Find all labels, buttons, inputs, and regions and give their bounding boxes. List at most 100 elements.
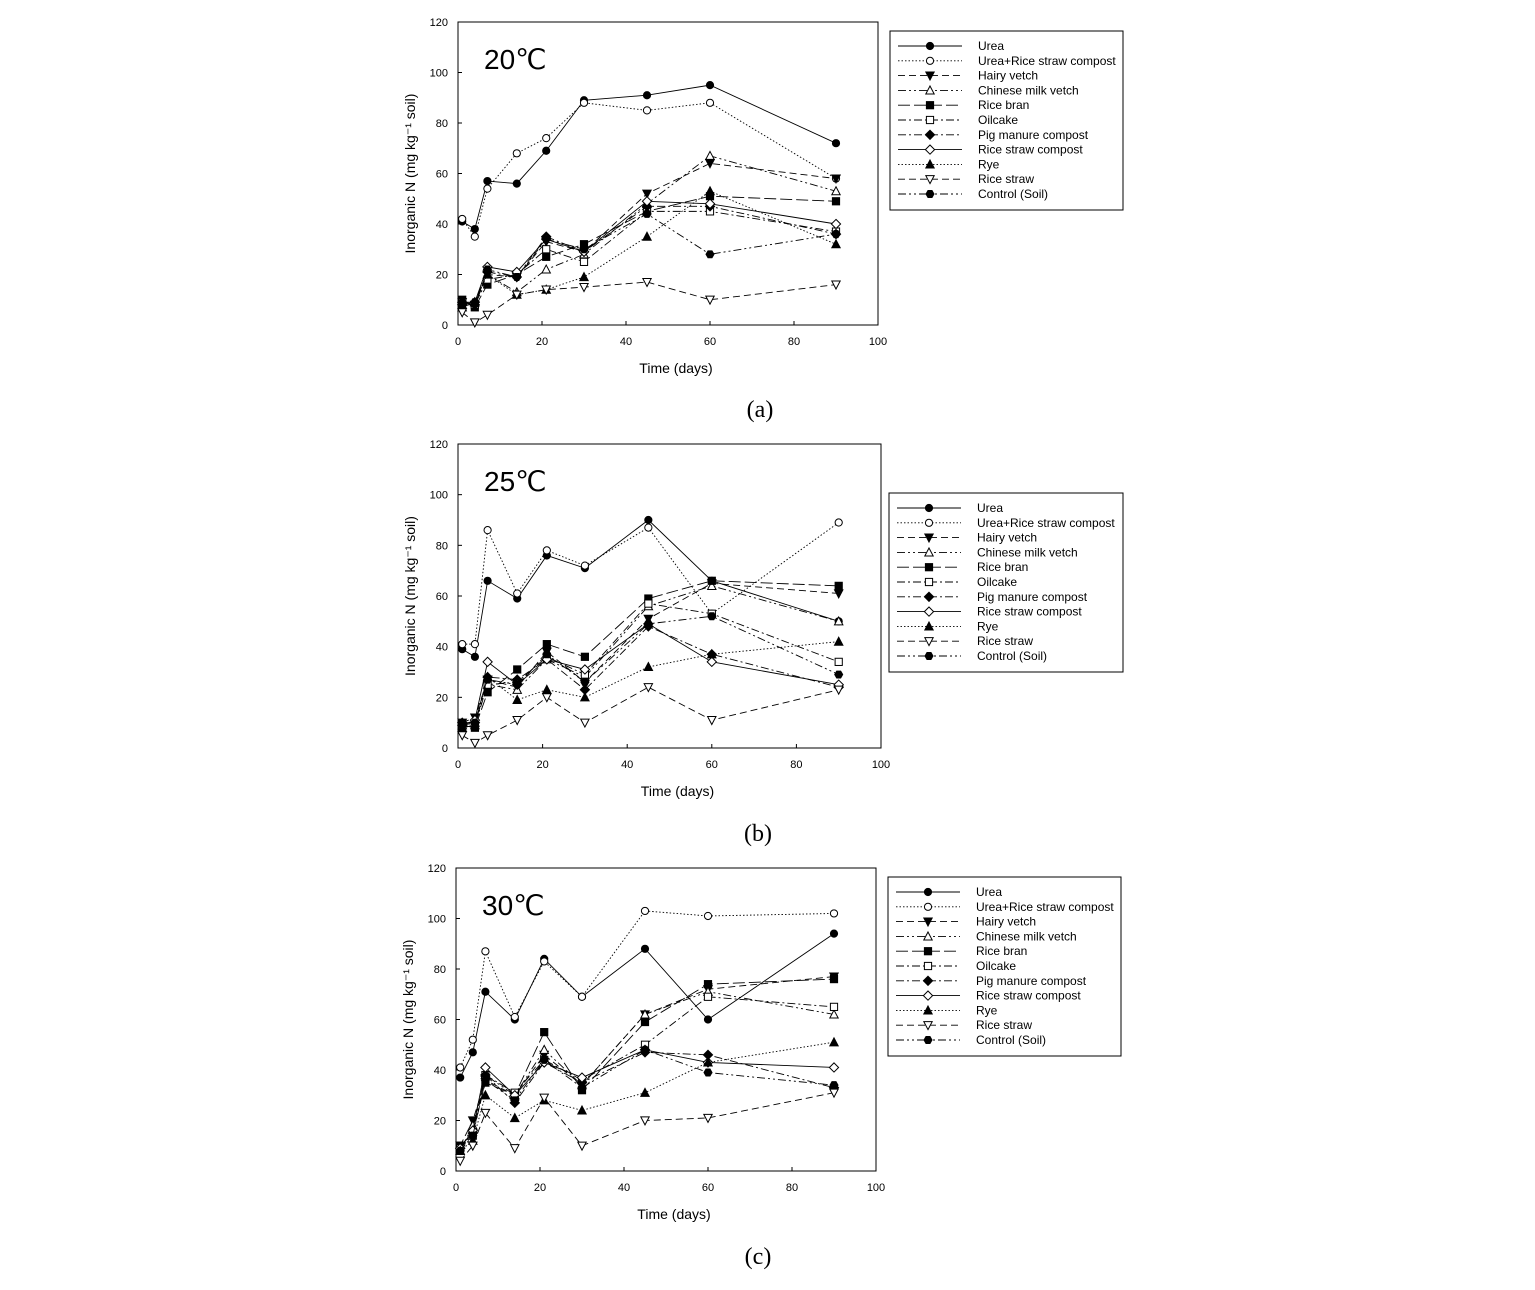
x-tick-label: 0 (455, 759, 461, 771)
legend-marker (924, 503, 934, 513)
data-point (642, 209, 652, 218)
y-axis-label: Inorganic N (mg kg⁻¹ soil) (400, 940, 416, 1100)
data-point (482, 656, 493, 668)
data-point (541, 684, 552, 694)
x-tick-label: 20 (536, 336, 548, 348)
legend-marker (922, 930, 934, 941)
series-line (462, 210, 837, 306)
legend-marker (924, 144, 936, 155)
data-point (469, 738, 480, 749)
data-point (580, 652, 589, 661)
y-tick-label: 40 (436, 219, 448, 231)
data-point (706, 716, 717, 726)
data-point (513, 665, 522, 674)
data-point (703, 980, 713, 989)
data-point (541, 235, 551, 244)
series-line (459, 933, 835, 1078)
data-point (480, 1062, 491, 1073)
data-point (480, 1076, 490, 1085)
legend-label: Rice straw (977, 634, 1033, 648)
data-point (512, 694, 523, 704)
data-point (455, 1156, 466, 1167)
series-9 (457, 277, 842, 328)
y-tick-label: 20 (434, 1116, 446, 1128)
data-point (482, 310, 493, 321)
data-point (644, 515, 653, 525)
y-tick-label: 40 (434, 1065, 446, 1077)
x-tick-label: 100 (872, 759, 890, 771)
data-point (579, 257, 589, 266)
data-point (705, 81, 715, 90)
legend-label: Control (Soil) (977, 649, 1047, 663)
data-point (512, 680, 522, 689)
data-point (641, 195, 653, 207)
chart-panel-2: 0 20 40 60 80 100 0 20 40 60 80 100 120 Time (days) In… (400, 863, 1122, 1270)
data-point (706, 580, 717, 590)
legend-label: Rice straw compost (977, 605, 1082, 619)
y-tick-label: 60 (434, 1015, 446, 1027)
data-point (468, 1035, 477, 1044)
y-axis-label: Inorganic N (mg kg⁻¹ soil) (402, 516, 418, 676)
panel-label: (c) (745, 1244, 772, 1270)
data-point (541, 263, 552, 274)
x-tick-label: 20 (534, 1182, 546, 1194)
x-tick-label: 60 (704, 336, 716, 348)
legend-marker (922, 917, 934, 928)
series-line (459, 1041, 835, 1152)
series-10 (455, 1045, 839, 1155)
data-point (458, 640, 467, 649)
data-point (540, 957, 549, 966)
data-point (643, 619, 653, 628)
legend-label: Hairy vetch (977, 531, 1037, 545)
data-point (828, 1008, 840, 1019)
data-point (469, 318, 480, 328)
y-tick-label: 100 (430, 68, 448, 80)
legend-label: Chinese milk vetch (978, 83, 1079, 97)
data-point (639, 1087, 651, 1097)
legend-label: Rice straw (976, 1018, 1032, 1032)
data-point (456, 1073, 465, 1082)
series-1 (456, 906, 839, 1072)
data-point (509, 1112, 520, 1123)
legend-marker (922, 975, 934, 987)
data-point (829, 929, 839, 938)
legend-marker (925, 101, 935, 110)
data-point (577, 1083, 587, 1092)
data-point (704, 185, 716, 196)
data-point (542, 640, 551, 649)
legend-label: Rye (977, 619, 999, 633)
data-point (456, 1063, 465, 1072)
data-point (704, 159, 716, 169)
series-6 (456, 621, 845, 728)
data-point (509, 1144, 520, 1154)
data-point (830, 185, 842, 196)
data-point (578, 271, 590, 282)
data-point (641, 189, 653, 200)
legend-marker (924, 518, 934, 527)
data-point (457, 298, 467, 307)
data-point (641, 277, 653, 288)
data-point (703, 911, 713, 921)
legend-label: Rice straw (978, 172, 1034, 186)
legend-marker (924, 129, 936, 141)
series-line (459, 910, 835, 1068)
data-point (542, 146, 551, 155)
data-point (705, 250, 715, 259)
data-point (639, 1116, 651, 1126)
y-tick-label: 20 (436, 692, 448, 704)
x-tick-label: 100 (869, 336, 887, 348)
legend-marker (923, 961, 933, 971)
y-tick-label: 100 (428, 914, 446, 926)
series-line (459, 976, 835, 1146)
y-tick-label: 80 (436, 118, 448, 130)
y-tick-label: 20 (436, 270, 448, 282)
legend-marker (924, 563, 934, 572)
legend-marker (922, 1004, 934, 1015)
legend-marker (924, 158, 936, 169)
legend-marker (923, 620, 935, 631)
data-point (706, 648, 717, 659)
data-point (513, 589, 522, 598)
legend-label: Rice bran (978, 98, 1029, 112)
data-point (834, 670, 844, 679)
